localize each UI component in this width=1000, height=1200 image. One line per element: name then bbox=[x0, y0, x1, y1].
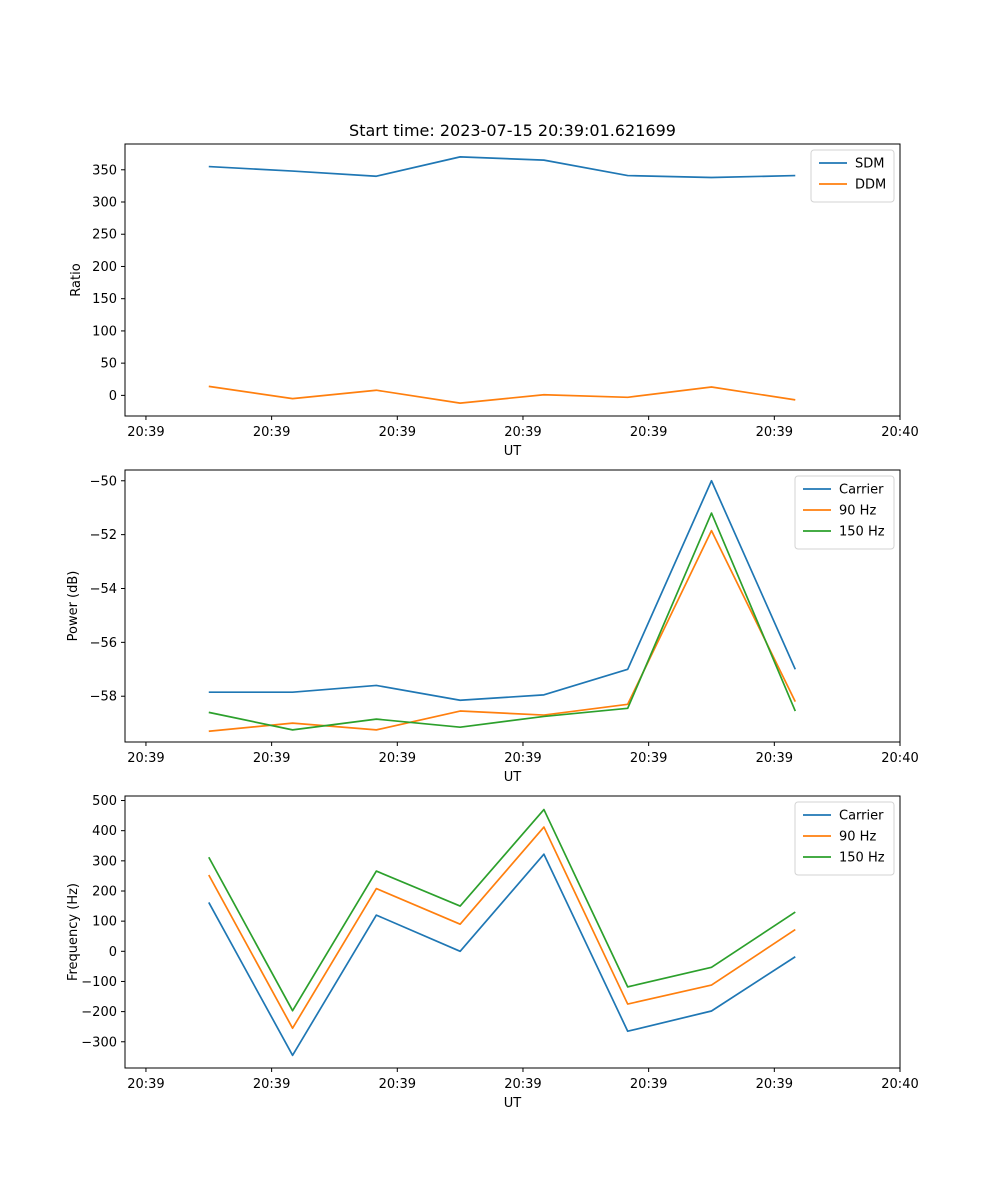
frequency-series-line-150-hz bbox=[208, 808, 796, 1012]
frequency-legend-label: 90 Hz bbox=[839, 830, 876, 845]
ratio-panel: 20:39 20:39 20:39 20:39 20:39 20:39 20:40 0 50 10… bbox=[69, 143, 919, 459]
power-panel: 20:39 20:39 20:39 20:39 20:39 20:39 20:40 −58 −5… bbox=[66, 469, 919, 785]
ratio-series-line-ddm bbox=[208, 385, 796, 404]
chart-title: Start time: 2023-07-15 20:39:01.621699 bbox=[349, 121, 676, 140]
power-legend-label: 90 Hz bbox=[839, 504, 876, 519]
ratio-x-tick-label: 20:39 bbox=[756, 425, 793, 440]
frequency-x-tick-label: 20:39 bbox=[379, 1077, 416, 1092]
power-x-tick-label: 20:39 bbox=[630, 751, 667, 766]
power-x-tick-label: 20:39 bbox=[253, 751, 290, 766]
frequency-axes-frame bbox=[124, 795, 901, 1069]
frequency-x-tick-label: 20:39 bbox=[504, 1077, 541, 1092]
power-legend-label: 150 Hz bbox=[839, 525, 885, 540]
power-y-tick-label: −50 bbox=[90, 474, 117, 489]
frequency-x-tick-label: 20:39 bbox=[253, 1077, 290, 1092]
frequency-legend-label: 150 Hz bbox=[839, 851, 885, 866]
ratio-x-tick-label: 20:40 bbox=[881, 425, 918, 440]
frequency-y-axis-label: Frequency (Hz) bbox=[66, 883, 81, 981]
ratio-axes-frame bbox=[124, 143, 901, 417]
power-x-tick-label: 20:39 bbox=[756, 751, 793, 766]
power-series-line-carrier bbox=[208, 479, 797, 702]
frequency-y-tick-label: −200 bbox=[81, 1005, 117, 1020]
frequency-x-tick-label: 20:39 bbox=[756, 1077, 793, 1092]
ratio-x-tick-label: 20:39 bbox=[379, 425, 416, 440]
ratio-x-axis-label: UT bbox=[504, 444, 522, 459]
frequency-panel: 20:39 20:39 20:39 20:39 20:39 20:39 20:40 −300 −… bbox=[66, 794, 919, 1111]
power-legend-label: Carrier bbox=[839, 483, 884, 498]
frequency-y-tick-label: 200 bbox=[92, 884, 117, 899]
frequency-y-tick-label: 0 bbox=[109, 945, 117, 960]
power-y-tick-label: −58 bbox=[90, 690, 117, 705]
power-x-axis-label: UT bbox=[504, 770, 522, 785]
frequency-y-tick-label: 400 bbox=[92, 824, 117, 839]
ratio-x-tick-label: 20:39 bbox=[630, 425, 667, 440]
power-series-line-150-hz bbox=[208, 512, 797, 731]
power-x-tick-label: 20:40 bbox=[881, 751, 918, 766]
ratio-y-tick-label: 300 bbox=[92, 196, 117, 211]
power-y-tick-label: −52 bbox=[90, 528, 117, 543]
ratio-y-axis-label: Ratio bbox=[69, 263, 84, 296]
frequency-y-tick-label: −300 bbox=[81, 1035, 117, 1050]
ratio-y-tick-label: 50 bbox=[100, 357, 117, 372]
frequency-x-tick-label: 20:39 bbox=[630, 1077, 667, 1092]
frequency-x-tick-label: 20:39 bbox=[127, 1077, 164, 1092]
ratio-legend-label: DDM bbox=[855, 178, 886, 193]
power-y-axis-label: Power (dB) bbox=[66, 571, 81, 642]
ratio-y-tick-label: 0 bbox=[109, 389, 117, 404]
frequency-legend-label: Carrier bbox=[839, 809, 884, 824]
frequency-x-axis-label: UT bbox=[504, 1096, 522, 1111]
power-x-tick-label: 20:39 bbox=[127, 751, 164, 766]
power-series-line-90-hz bbox=[208, 529, 797, 733]
frequency-series-line-carrier bbox=[208, 853, 796, 1057]
ratio-series-line-sdm bbox=[208, 156, 796, 179]
frequency-x-tick-label: 20:40 bbox=[881, 1077, 918, 1092]
ratio-y-tick-label: 150 bbox=[92, 292, 117, 307]
power-x-tick-label: 20:39 bbox=[504, 751, 541, 766]
power-y-tick-label: −54 bbox=[90, 582, 117, 597]
ratio-y-tick-label: 200 bbox=[92, 260, 117, 275]
frequency-y-tick-label: 100 bbox=[92, 915, 117, 930]
ratio-x-tick-label: 20:39 bbox=[253, 425, 290, 440]
ratio-y-tick-label: 100 bbox=[92, 324, 117, 339]
ratio-x-tick-label: 20:39 bbox=[504, 425, 541, 440]
power-axes-frame bbox=[124, 469, 901, 743]
frequency-y-tick-label: 500 bbox=[92, 794, 117, 809]
frequency-series-line-90-hz bbox=[208, 826, 796, 1030]
ratio-y-tick-label: 250 bbox=[92, 228, 117, 243]
frequency-y-tick-label: −100 bbox=[81, 975, 117, 990]
power-y-tick-label: −56 bbox=[90, 636, 117, 651]
ratio-y-tick-label: 350 bbox=[92, 163, 117, 178]
ratio-legend-label: SDM bbox=[855, 157, 884, 172]
frequency-y-tick-label: 300 bbox=[92, 854, 117, 869]
ratio-x-tick-label: 20:39 bbox=[127, 425, 164, 440]
power-x-tick-label: 20:39 bbox=[379, 751, 416, 766]
